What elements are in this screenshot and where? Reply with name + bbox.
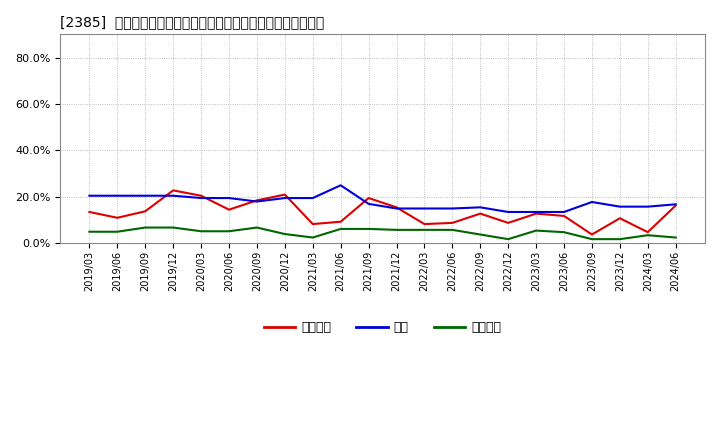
在庫 — [588, 199, 596, 205]
売上債権 — [448, 220, 456, 226]
買入債務 — [532, 228, 541, 233]
買入債務 — [671, 235, 680, 240]
在庫 — [141, 193, 150, 198]
売上債権 — [671, 203, 680, 208]
買入債務 — [364, 226, 373, 231]
在庫 — [671, 202, 680, 207]
在庫 — [85, 193, 94, 198]
売上債権 — [644, 230, 652, 235]
売上債権 — [253, 198, 261, 203]
売上債権 — [476, 211, 485, 216]
Line: 買入債務: 買入債務 — [89, 227, 675, 239]
在庫 — [476, 205, 485, 210]
在庫 — [197, 195, 205, 201]
在庫 — [448, 206, 456, 211]
売上債権 — [281, 192, 289, 197]
買入債務 — [113, 229, 122, 235]
買入債務 — [616, 237, 624, 242]
買入債務 — [253, 225, 261, 230]
売上債権 — [85, 209, 94, 215]
買入債務 — [85, 229, 94, 235]
在庫 — [308, 195, 317, 201]
売上債権 — [364, 195, 373, 201]
買入債務 — [448, 227, 456, 232]
買入債務 — [169, 225, 178, 230]
買入債務 — [336, 226, 345, 231]
売上債権 — [392, 205, 401, 210]
在庫 — [420, 206, 428, 211]
売上債権 — [559, 213, 568, 219]
在庫 — [504, 209, 513, 215]
在庫 — [644, 204, 652, 209]
Line: 在庫: 在庫 — [89, 185, 675, 212]
売上債権 — [141, 209, 150, 214]
在庫 — [225, 195, 233, 201]
売上債権 — [113, 215, 122, 220]
在庫 — [392, 206, 401, 211]
売上債権 — [225, 207, 233, 213]
Line: 売上債権: 売上債権 — [89, 191, 675, 235]
Text: [2385]  売上債権、在庫、買入債務の総資産に対する比率の推移: [2385] 売上債権、在庫、買入債務の総資産に対する比率の推移 — [60, 15, 324, 29]
買入債務 — [308, 235, 317, 240]
在庫 — [532, 209, 541, 215]
売上債権 — [532, 211, 541, 216]
売上債権 — [588, 232, 596, 237]
売上債権 — [504, 220, 513, 226]
売上債権 — [616, 216, 624, 221]
買入債務 — [392, 227, 401, 232]
売上債権 — [169, 188, 178, 193]
買入債務 — [476, 232, 485, 237]
在庫 — [336, 183, 345, 188]
買入債務 — [644, 233, 652, 238]
買入債務 — [559, 230, 568, 235]
在庫 — [364, 201, 373, 206]
売上債権 — [197, 193, 205, 198]
在庫 — [616, 204, 624, 209]
在庫 — [253, 199, 261, 204]
在庫 — [281, 195, 289, 201]
買入債務 — [141, 225, 150, 230]
買入債務 — [225, 229, 233, 234]
買入債務 — [588, 237, 596, 242]
在庫 — [113, 193, 122, 198]
買入債務 — [197, 229, 205, 234]
買入債務 — [504, 237, 513, 242]
売上債権 — [336, 219, 345, 224]
買入債務 — [420, 227, 428, 232]
Legend: 売上債権, 在庫, 買入債務: 売上債権, 在庫, 買入債務 — [258, 316, 506, 340]
買入債務 — [281, 231, 289, 237]
売上債権 — [308, 221, 317, 227]
在庫 — [169, 193, 178, 198]
売上債権 — [420, 221, 428, 227]
在庫 — [559, 209, 568, 215]
